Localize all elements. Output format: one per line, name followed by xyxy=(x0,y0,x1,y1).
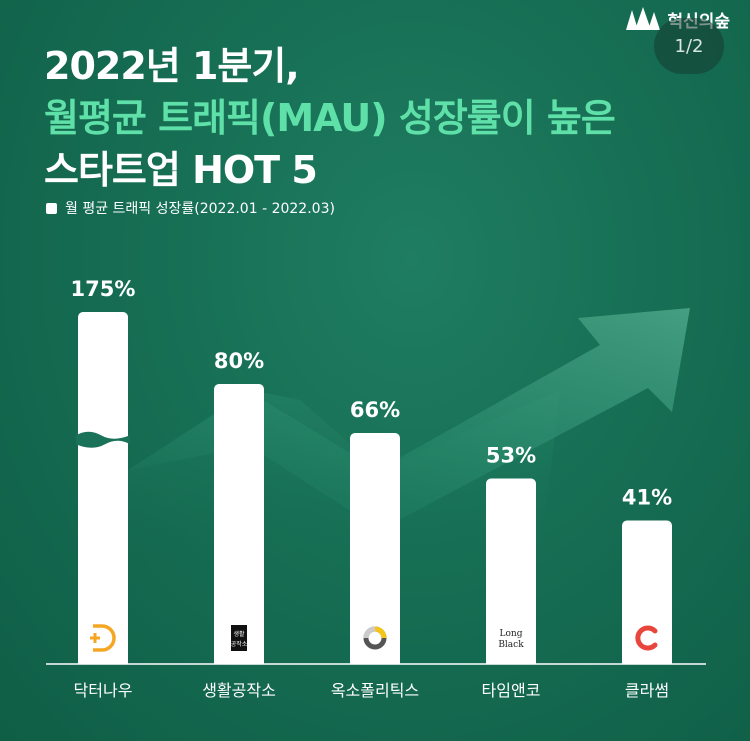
svg-text:Long: Long xyxy=(500,629,523,639)
legend-swatch xyxy=(46,202,57,214)
legend: 월 평균 트래픽 성장률(2022.01 - 2022.03) xyxy=(46,198,335,218)
svg-text:공작소: 공작소 xyxy=(231,641,248,648)
title-line-2: 월평균 트래픽(MAU) 성장률이 높은 xyxy=(44,96,616,140)
title-line-1: 2022년 1분기, xyxy=(44,44,300,88)
oxopolitics-logo-icon xyxy=(363,626,387,650)
value-label-3: 53% xyxy=(486,444,536,468)
bar-base-0 xyxy=(78,656,128,664)
value-label-2: 66% xyxy=(350,398,400,422)
page-title: 2022년 1분기, 월평균 트래픽(MAU) 성장률이 높은 스타트업 HOT… xyxy=(44,40,616,196)
bar-base-1 xyxy=(214,656,264,664)
doctornow-logo-icon xyxy=(90,624,116,652)
tree-icon xyxy=(626,7,661,30)
category-label-0: 닥터나우 xyxy=(74,681,133,700)
svg-text:Black: Black xyxy=(498,640,524,650)
title-line-3: 스타트업 HOT 5 xyxy=(44,148,318,192)
value-label-4: 41% xyxy=(622,486,672,510)
page-indicator: 1/2 xyxy=(654,18,724,74)
bar-base-4 xyxy=(622,656,672,664)
bar-0 xyxy=(78,312,128,664)
axis-break-mark xyxy=(76,431,130,448)
legend-label: 월 평균 트래픽 성장률(2022.01 - 2022.03) xyxy=(65,201,335,217)
svg-text:생활: 생활 xyxy=(233,630,245,638)
bar-base-3 xyxy=(486,656,536,664)
bar-1 xyxy=(214,384,264,664)
category-label-4: 클라썸 xyxy=(625,681,669,700)
bar-4 xyxy=(622,520,672,664)
category-label-3: 타임앤코 xyxy=(482,681,541,700)
bar-2 xyxy=(350,433,400,664)
bar-base-2 xyxy=(350,656,400,664)
category-label-1: 생활공작소 xyxy=(202,681,276,700)
classum-logo-icon xyxy=(635,625,658,651)
category-label-2: 옥소폴리틱스 xyxy=(331,681,419,700)
value-label-0: 175% xyxy=(71,277,136,301)
value-label-1: 80% xyxy=(214,349,264,373)
saenghwal-logo-icon: 생활공작소 xyxy=(231,625,248,651)
bar-3 xyxy=(486,478,536,664)
